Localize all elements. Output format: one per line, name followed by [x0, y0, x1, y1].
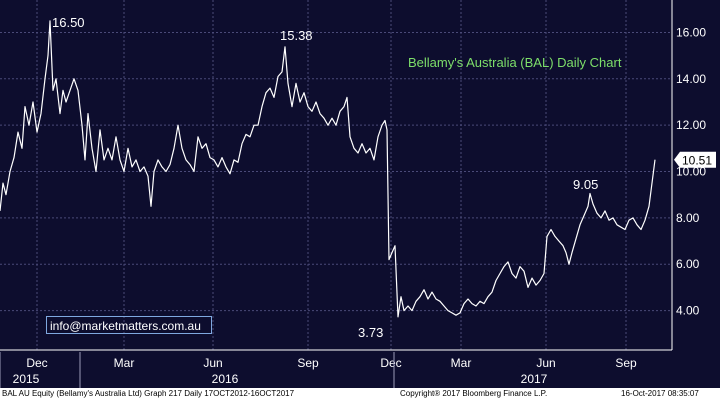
- y-tick-label: 12.00: [676, 118, 706, 132]
- y-tick-label: 14.00: [676, 72, 706, 86]
- x-tick-label: Jun: [536, 356, 555, 370]
- x-tick-label: Jun: [203, 356, 222, 370]
- value-annotation: 16.50: [52, 15, 85, 30]
- y-tick-label: 10.00: [676, 165, 706, 179]
- year-label: 2015: [13, 372, 40, 386]
- year-label: 2017: [521, 372, 548, 386]
- value-annotation: 15.38: [280, 28, 313, 43]
- plot-area: [0, 0, 672, 350]
- y-tick-label: 4.00: [676, 304, 700, 318]
- value-annotation: 9.05: [573, 177, 598, 192]
- x-tick-label: Sep: [297, 356, 319, 370]
- footer-copyright: Copyright® 2017 Bloomberg Finance L.P.: [400, 389, 548, 398]
- y-tick-label: 8.00: [676, 211, 700, 225]
- x-tick-label: Dec: [26, 356, 47, 370]
- x-tick-label: Dec: [380, 356, 401, 370]
- email-label: info@marketmatters.com.au: [46, 316, 212, 334]
- footer-timestamp: 16-Oct-2017 08:35:07: [621, 389, 699, 398]
- footer-left-text: BAL AU Equity (Bellamy's Australia Ltd) …: [2, 389, 295, 398]
- y-tick-label: 16.00: [676, 25, 706, 39]
- chart-title: Bellamy's Australia (BAL) Daily Chart: [408, 55, 622, 70]
- year-label: 2016: [212, 372, 239, 386]
- x-tick-label: Sep: [615, 356, 637, 370]
- last-value-label: 10.51: [682, 154, 712, 168]
- value-annotation: 3.73: [358, 325, 383, 340]
- x-tick-label: Mar: [451, 356, 472, 370]
- y-tick-label: 6.00: [676, 257, 700, 271]
- footer-bar: BAL AU Equity (Bellamy's Australia Ltd) …: [0, 388, 720, 402]
- x-tick-label: Mar: [114, 356, 135, 370]
- price-line: [0, 20, 656, 318]
- last-value-tag: [674, 151, 716, 168]
